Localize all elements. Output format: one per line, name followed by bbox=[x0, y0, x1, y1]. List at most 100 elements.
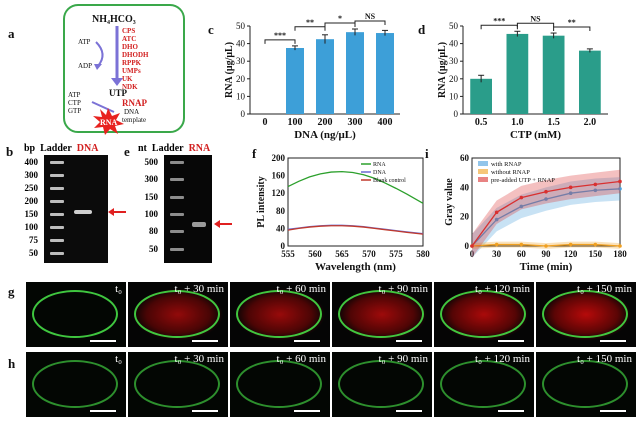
scale-bar bbox=[396, 410, 422, 412]
scale-bar bbox=[294, 410, 320, 412]
ladder-band bbox=[170, 161, 184, 164]
rna-label: RNA bbox=[100, 118, 118, 127]
ladder-band bbox=[50, 174, 64, 177]
scale-bar bbox=[90, 340, 116, 342]
x-tick-label: 2.0 bbox=[584, 117, 597, 128]
data-point bbox=[618, 187, 622, 191]
x-tick-label: 580 bbox=[416, 249, 430, 259]
x-axis-label: DNA (ng/μL) bbox=[294, 129, 356, 141]
time-label: t₀ + 150 min bbox=[577, 283, 632, 295]
data-point bbox=[519, 204, 524, 209]
panel-label-f: f bbox=[252, 146, 257, 161]
gel-tick-label: 80 bbox=[149, 226, 158, 237]
significance-label: NS bbox=[365, 12, 376, 21]
microscopy-panel: t₀ + 60 min bbox=[230, 282, 330, 347]
significance-label: *** bbox=[493, 16, 505, 25]
data-point bbox=[544, 189, 548, 194]
pathway-diagram: NH₄HCO₃ CPS ATC DHO DHODH RPPK UMPs UK N… bbox=[63, 4, 185, 135]
enzyme-label: RPPK bbox=[122, 59, 142, 67]
vesicle-outline bbox=[338, 290, 424, 338]
y-tick-label: 50 bbox=[449, 21, 459, 31]
plot-frame bbox=[287, 157, 424, 247]
x-tick-label: 90 bbox=[542, 249, 552, 259]
rna-burst-icon bbox=[93, 108, 124, 135]
significance-label: *** bbox=[274, 31, 286, 40]
gel-tick-label: 200 bbox=[24, 196, 39, 206]
significance-label: NS bbox=[530, 14, 541, 23]
x-tick-label: 1.0 bbox=[511, 117, 524, 128]
scale-bar bbox=[498, 340, 524, 342]
y-tick-label: 10 bbox=[236, 91, 246, 101]
data-point bbox=[593, 188, 598, 193]
bar bbox=[470, 78, 492, 114]
pathway-frame bbox=[63, 4, 185, 133]
x-tick-label: 565 bbox=[335, 249, 349, 259]
ladder-band bbox=[50, 252, 64, 255]
rnap-label: RNAP bbox=[122, 98, 147, 108]
panel-label-g: g bbox=[8, 284, 15, 299]
bar bbox=[316, 39, 334, 115]
legend-label: with RNAP bbox=[491, 161, 522, 168]
y-axis-label: RNA (μg/μL) bbox=[224, 42, 235, 98]
microscopy-panel: t₀ + 30 min bbox=[128, 352, 228, 417]
panel-label-c: c bbox=[208, 22, 214, 37]
y-axis-label: Gray value bbox=[444, 178, 455, 226]
sample-label: DNA bbox=[76, 143, 99, 154]
gel-e-image bbox=[164, 155, 212, 263]
significance-bracket bbox=[264, 39, 296, 44]
microscopy-panel: t₀ + 150 min bbox=[536, 352, 636, 417]
enzyme-label: ATC bbox=[122, 35, 136, 43]
gel-tick-label: 250 bbox=[24, 183, 39, 193]
time-label: t₀ + 30 min bbox=[174, 353, 224, 365]
significance-bracket bbox=[324, 22, 356, 27]
ladder-label: Ladder bbox=[40, 143, 72, 154]
y-tick-label: 0 bbox=[465, 241, 470, 251]
vesicle-outline bbox=[134, 290, 220, 338]
ladder-band bbox=[50, 226, 64, 229]
y-tick-label: 80 bbox=[276, 206, 286, 216]
microscopy-panel: t₀ + 120 min bbox=[434, 352, 534, 417]
microscopy-panel: t₀ + 90 min bbox=[332, 282, 432, 347]
panel-label-e: e bbox=[124, 144, 130, 159]
red-arrow-b bbox=[108, 208, 126, 216]
significance-bracket bbox=[553, 26, 591, 32]
x-tick-label: 150 bbox=[589, 249, 603, 259]
data-point bbox=[568, 185, 573, 190]
time-label: t₀ bbox=[115, 353, 122, 365]
vesicle-outline bbox=[542, 290, 628, 338]
panel-label-a: a bbox=[8, 26, 15, 41]
significance-bracket bbox=[354, 20, 386, 25]
data-point bbox=[494, 217, 499, 222]
legend-label: RNA bbox=[373, 162, 386, 168]
bar bbox=[506, 33, 529, 114]
x-tick-label: 0 bbox=[470, 249, 475, 259]
bar bbox=[286, 48, 304, 114]
time-label: t₀ + 60 min bbox=[276, 283, 326, 295]
x-tick-label: 180 bbox=[613, 249, 627, 259]
ladder-band bbox=[170, 178, 184, 182]
y-tick-label: 20 bbox=[236, 74, 246, 84]
data-point bbox=[544, 244, 548, 248]
gray-value-chart: 0 20 40 60 0 30 60 90 120 150 180 with RNAPwithout … bbox=[444, 153, 627, 273]
significance-bracket bbox=[294, 26, 326, 31]
significance-bracket bbox=[480, 24, 518, 30]
microscopy-panel: t₀ + 30 min bbox=[128, 282, 228, 347]
y-tick-label: 40 bbox=[449, 39, 459, 49]
legend-swatch bbox=[478, 169, 488, 174]
x-tick-label: 575 bbox=[389, 249, 403, 259]
legend-label: Blank control bbox=[373, 178, 406, 184]
x-tick-label: 30 bbox=[492, 249, 502, 259]
y-axis-label: PL intensity bbox=[256, 176, 267, 227]
y-tick-label: 50 bbox=[236, 21, 246, 31]
vesicle-outline bbox=[542, 360, 628, 408]
pathway-arrowhead bbox=[111, 78, 123, 86]
x-tick-label: 400 bbox=[378, 117, 393, 128]
red-arrow-e bbox=[214, 220, 232, 228]
bar bbox=[579, 50, 601, 114]
enzyme-list: CPS ATC DHO DHODH RPPK UMPs UK NDK bbox=[122, 27, 149, 91]
x-tick-label: 0.5 bbox=[475, 117, 488, 128]
series-line bbox=[287, 225, 424, 235]
gel-b-header: bp Ladder DNA bbox=[24, 143, 98, 154]
y-tick-label: 40 bbox=[460, 182, 470, 192]
error-band bbox=[472, 169, 620, 258]
